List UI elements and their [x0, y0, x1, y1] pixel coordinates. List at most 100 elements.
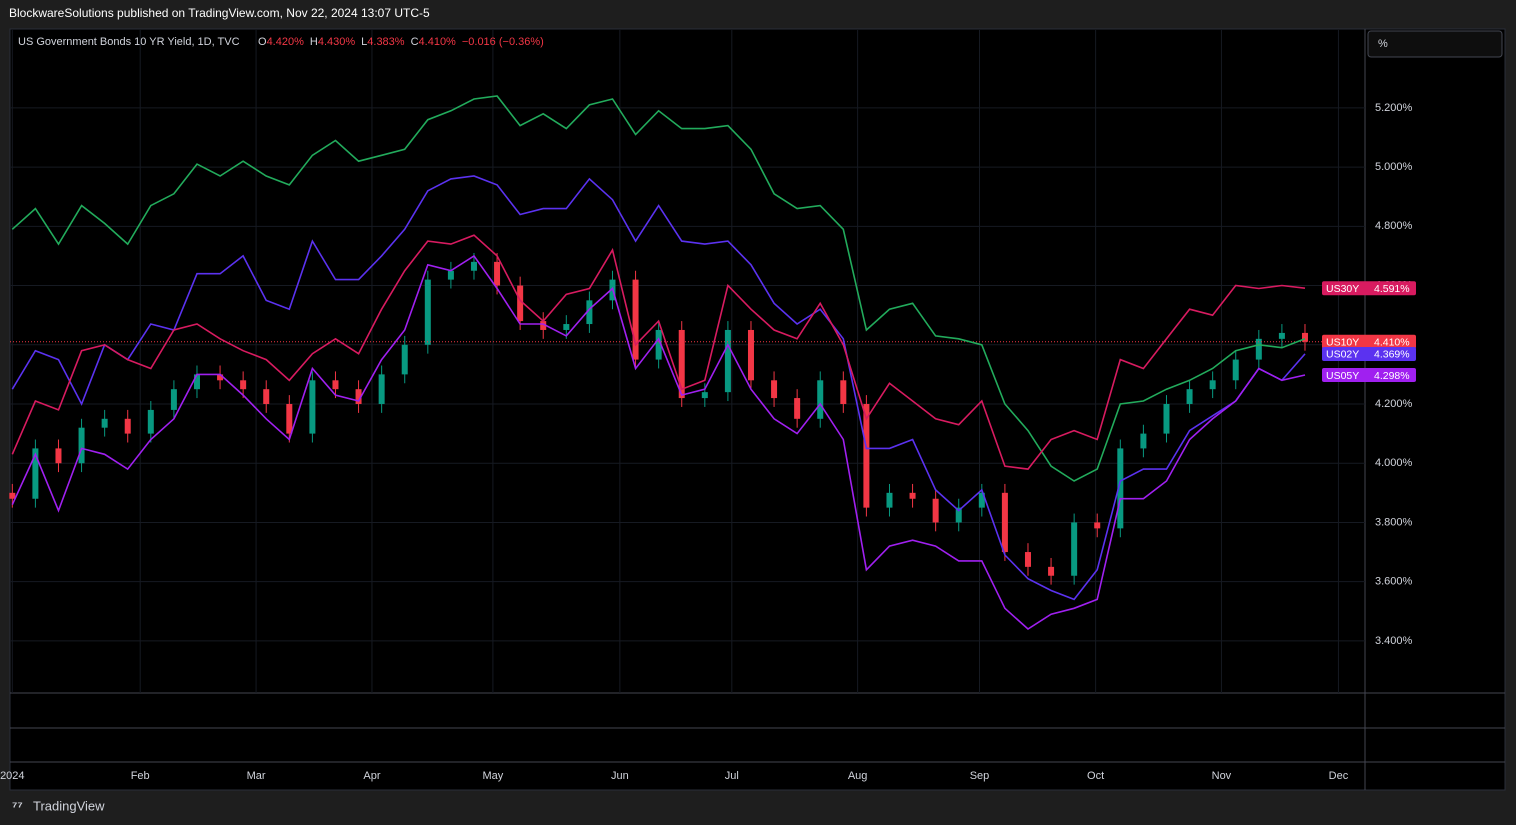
candle-body [401, 344, 408, 375]
brand: TradingView [33, 798, 105, 813]
candle-body [124, 418, 131, 434]
x-tick-label: Nov [1212, 770, 1232, 782]
candle-body [1117, 448, 1124, 529]
series-line [11, 234, 1306, 470]
ohlc-legend-item: 4.410% [419, 36, 457, 48]
publisher: BlockwareSolutions published on TradingV… [9, 6, 430, 20]
candle-body [1163, 403, 1170, 434]
badge-value: 4.410% [1374, 337, 1410, 349]
ohlc-legend-item: 4.420% [267, 36, 305, 48]
candle-body [632, 279, 639, 360]
candle-body [355, 389, 362, 404]
x-tick-label: Feb [131, 770, 150, 782]
last-value-badge [1322, 334, 1416, 349]
brand-logo: ⁷⁷ [12, 798, 23, 813]
ohlc-legend-item: O [258, 36, 267, 48]
candle-body [955, 507, 962, 523]
badge-name: US02Y [1326, 349, 1359, 361]
candle-body [655, 329, 662, 360]
x-tick-label: Jun [611, 770, 629, 782]
ohlc-legend-item: H [310, 36, 318, 48]
badge-name: US10Y [1326, 337, 1359, 349]
candle-body [1094, 522, 1101, 529]
y-tick-label: 3.400% [1375, 635, 1413, 647]
axes: 3.400%3.600%3.800%4.000%4.200%4.400%4.60… [0, 102, 1416, 782]
badge-value: 4.369% [1374, 349, 1410, 361]
scale-button[interactable] [1367, 30, 1503, 58]
candle-body [563, 324, 570, 330]
candle-body [193, 374, 200, 390]
candle-body [1024, 552, 1031, 567]
candle-body [1140, 433, 1147, 449]
y-tick-label: 3.800% [1375, 516, 1413, 528]
candle-body [217, 374, 224, 381]
candle-body [1048, 566, 1055, 576]
candle-body [1255, 338, 1262, 360]
candle-body [747, 329, 754, 381]
candle-body [863, 403, 870, 508]
candle-body [1301, 332, 1308, 342]
y-tick-label: 5.200% [1375, 102, 1413, 114]
x-tick-label: Jul [725, 770, 739, 782]
candle-body [447, 270, 454, 280]
x-tick-label: Sep [970, 770, 990, 782]
candle-body [170, 389, 177, 410]
x-tick-label: 2024 [0, 770, 24, 782]
candle-body [1186, 389, 1193, 404]
ohlc-legend-item: 4.383% [367, 36, 405, 48]
chart-title: US Government Bonds 10 YR Yield, 1D, TVC [18, 36, 240, 48]
x-tick-label: Mar [247, 770, 266, 782]
candle-body [309, 380, 316, 434]
candle-body [240, 380, 247, 390]
y-tick-label: 5.000% [1375, 161, 1413, 173]
candle-body [1001, 492, 1008, 553]
candle-body [378, 374, 385, 404]
x-tick-label: Apr [363, 770, 380, 782]
badge-name: US05Y [1326, 370, 1359, 382]
badge-value: 4.298% [1374, 370, 1410, 382]
x-tick-label: Dec [1329, 770, 1349, 782]
plot [9, 95, 1365, 631]
last-value-badge [1322, 281, 1416, 296]
candle-body [1278, 332, 1285, 339]
candle-body [678, 329, 685, 399]
candle-body [1232, 359, 1239, 381]
y-tick-label: 4.000% [1375, 457, 1413, 469]
candle-body [932, 498, 939, 523]
candle-body [9, 492, 16, 499]
candle-body [147, 409, 154, 434]
candle-body [424, 279, 431, 345]
y-tick-label: 4.800% [1375, 220, 1413, 232]
candle-body [817, 380, 824, 419]
candle-body [1209, 380, 1216, 390]
y-tick-label: 4.200% [1375, 398, 1413, 410]
scale-button-label: % [1378, 38, 1388, 50]
candle-body [494, 261, 501, 286]
candle-body [724, 329, 731, 393]
candle-body [286, 403, 293, 434]
candle-body [78, 427, 85, 464]
badge-name: US30Y [1326, 283, 1359, 295]
candle-body [1071, 522, 1078, 576]
candle-body [794, 398, 801, 419]
candle-body [470, 261, 477, 271]
candle-body [909, 492, 916, 499]
candle-body [701, 392, 708, 399]
series-line [11, 254, 1306, 631]
candle-body [586, 300, 593, 325]
x-tick-label: May [483, 770, 504, 782]
last-value-badge [1322, 346, 1416, 361]
candle-body [771, 380, 778, 399]
ohlc-legend-item: L [361, 36, 367, 48]
candle-body [55, 448, 62, 464]
candle-body [263, 389, 270, 404]
ohlc-legend-item: C [411, 36, 419, 48]
series-line [11, 95, 1306, 482]
ohlc-legend-item: 4.430% [318, 36, 356, 48]
candle-body [332, 380, 339, 390]
grid [10, 30, 1365, 693]
x-tick-label: Aug [848, 770, 868, 782]
ohlc-legend-item: −0.016 (−0.36%) [462, 36, 544, 48]
candle-body [517, 285, 524, 322]
